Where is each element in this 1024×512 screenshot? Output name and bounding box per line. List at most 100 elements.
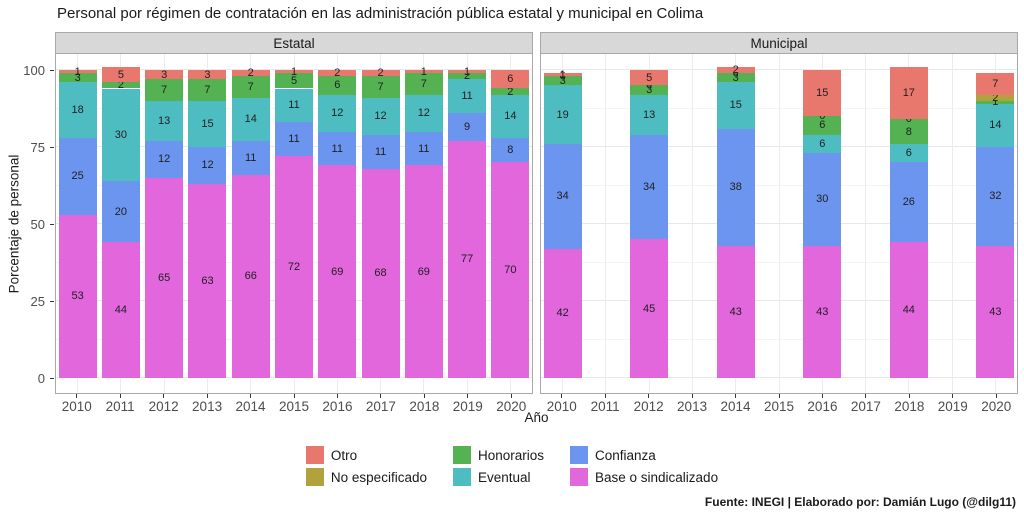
- bar-segment: [976, 245, 1015, 378]
- bar-segment: [145, 70, 184, 80]
- stacked-bar-2015: 72 11 11 5 1: [275, 54, 313, 393]
- bar-segment: [803, 153, 842, 246]
- y-tick-label: 50: [30, 217, 45, 232]
- stacked-bar-2016: 69 11 12 6 2: [318, 54, 357, 393]
- bar-segment: [188, 147, 227, 184]
- legend-color-swatch: [452, 468, 471, 486]
- bar-segment: [101, 242, 140, 378]
- x-tick-mark: [778, 394, 780, 398]
- bar-segment: [404, 165, 443, 378]
- bar-segment: [145, 79, 184, 101]
- bar-segment: [716, 73, 755, 83]
- facet-municipal: Municipal 42 34 19 3 0 1 45 34 13 3 0 5 43 38 15 3 0 2 43 30…: [540, 32, 1018, 420]
- x-tick-label: 2014: [235, 399, 266, 414]
- legend-item-label: Honorarios: [477, 447, 544, 463]
- x-tick-mark: [691, 394, 693, 398]
- bar-segment: [318, 94, 357, 132]
- x-tick-label: 2012: [633, 399, 664, 414]
- bar-segment: [101, 88, 140, 181]
- legend-item: Confianza: [570, 446, 718, 464]
- legend-color-swatch: [452, 446, 471, 464]
- bar-segment: [976, 103, 1015, 147]
- y-tick-label: 100: [23, 63, 45, 78]
- bar-segment: [803, 116, 842, 135]
- bar-segment: [275, 156, 313, 378]
- facet-panels: Estatal 53 25 18 3 1 44 20 30 2 5 65 12 13 7 3 63 12 15 7 3 6…: [55, 32, 1018, 420]
- bar-segment: [101, 66, 140, 83]
- bar-segment: [889, 119, 928, 144]
- bar-segment: [361, 97, 400, 135]
- x-tick-label: 2017: [365, 399, 396, 414]
- bar-segment: [630, 85, 669, 95]
- x-tick-label: 2011: [590, 399, 620, 414]
- x-tick-mark: [952, 394, 954, 398]
- legend-item: Otro: [305, 446, 427, 464]
- bar-segment: [188, 79, 227, 101]
- bar-segment: [976, 147, 1015, 246]
- legend: Otro No especificado Honorarios Eventual Con…: [0, 446, 1024, 486]
- bar-segment: [231, 76, 270, 98]
- bar-segment: [630, 94, 669, 135]
- bar-segment: [231, 70, 270, 77]
- x-tick-label: 2010: [546, 399, 577, 414]
- legend-column: Honorarios Eventual: [452, 446, 544, 486]
- bar-segment: [58, 137, 97, 215]
- bar-segment: [231, 140, 270, 175]
- x-tick-mark: [995, 394, 997, 398]
- bar-segment: [145, 140, 184, 178]
- legend-items: Otro No especificado Honorarios Eventual Con…: [305, 446, 718, 486]
- x-tick-mark: [510, 394, 512, 398]
- bar-segment: [976, 100, 1015, 104]
- x-tick-mark: [293, 394, 295, 398]
- bar-segment: [491, 70, 530, 89]
- stacked-bar-2018: 69 11 12 7 1: [404, 54, 443, 393]
- bar-segment: [188, 183, 227, 378]
- stacked-bar-2020: 43 32 14 1 2 7: [976, 54, 1015, 393]
- gridline-vertical: [605, 54, 607, 393]
- bar-segment: [275, 70, 313, 74]
- x-tick-label: 2015: [278, 399, 310, 414]
- bar-segment: [58, 82, 97, 138]
- x-axis-ticks: 2010 2011 2012 2013 2014 2015 2016 2017 2018 2019…: [55, 394, 533, 420]
- bar-segment: [231, 97, 270, 141]
- x-tick-mark: [821, 394, 823, 398]
- bar-segment: [803, 245, 842, 378]
- legend-item-label: Base o sindicalizado: [595, 469, 719, 485]
- bar-segment: [361, 134, 400, 169]
- bar-segment: [889, 66, 928, 120]
- bar-segment: [101, 82, 140, 89]
- y-tick-mark: [50, 224, 54, 225]
- bar-segment: [361, 76, 400, 98]
- bar-segment: [361, 70, 400, 77]
- bar-segment: [543, 73, 582, 77]
- legend-item: Base o sindicalizado: [570, 468, 718, 486]
- bar-segment: [404, 94, 443, 132]
- x-tick-label: 2015: [763, 399, 795, 414]
- bar-segment: [188, 100, 227, 147]
- x-axis-ticks: 2010 2011 2012 2013 2014 2015 2016 2017 2018 2019…: [540, 394, 1018, 420]
- gridline-vertical: [691, 54, 693, 393]
- chart-title: Personal por régimen de contratación en …: [57, 5, 704, 22]
- bar-segment: [318, 131, 357, 166]
- source-caption: Fuente: INEGI | Elaborado por: Damián Lu…: [704, 495, 1016, 509]
- bar-segment: [231, 174, 270, 378]
- bar-segment: [101, 180, 140, 243]
- bar-segment: [976, 94, 1015, 101]
- bar-segment: [543, 76, 582, 86]
- bar-segment: [58, 214, 97, 378]
- bar-segment: [318, 165, 357, 378]
- legend-color-swatch: [305, 468, 324, 486]
- bar-segment: [889, 143, 928, 163]
- x-tick-mark: [76, 394, 78, 398]
- x-tick-mark: [908, 394, 910, 398]
- bar-segment: [448, 113, 487, 141]
- x-tick-label: 2020: [981, 399, 1012, 414]
- x-tick-mark: [423, 394, 425, 398]
- y-tick-label: 0: [37, 371, 45, 386]
- bar-segment: [491, 162, 530, 378]
- y-tick-label: 25: [30, 294, 45, 309]
- bar-segment: [630, 70, 669, 86]
- stacked-bar-2014: 66 11 14 7 2: [231, 54, 270, 393]
- legend-item-label: No especificado: [330, 469, 427, 485]
